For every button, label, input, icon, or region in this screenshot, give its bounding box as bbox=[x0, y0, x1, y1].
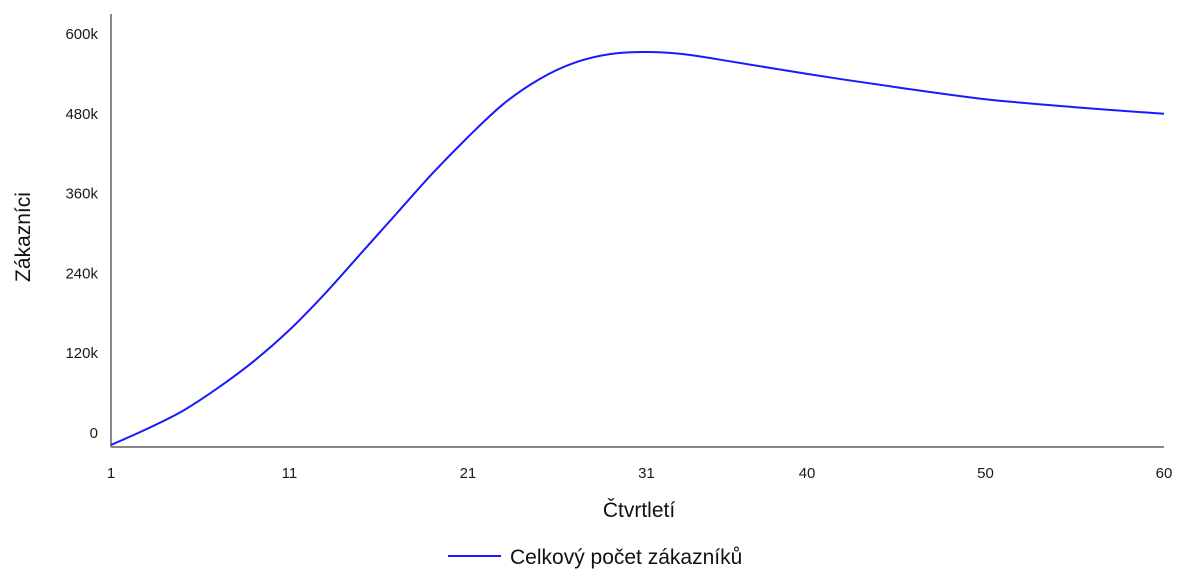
y-tick-label: 480k bbox=[65, 106, 98, 123]
x-tick-label: 60 bbox=[1156, 465, 1173, 482]
x-tick-label: 1 bbox=[107, 465, 115, 482]
x-axis-title: Čtvrtletí bbox=[603, 499, 676, 522]
legend-label: Celkový počet zákazníků bbox=[510, 546, 742, 569]
x-tick-label: 40 bbox=[799, 465, 816, 482]
y-tick-label: 120k bbox=[65, 345, 98, 362]
y-tick-label: 360k bbox=[65, 186, 98, 203]
y-tick-label: 600k bbox=[65, 26, 98, 43]
x-tick-label: 11 bbox=[282, 465, 298, 482]
y-axis-ticks: 0 120k 240k 360k 480k 600k bbox=[65, 26, 98, 442]
series-line-total-customers bbox=[110, 50, 1165, 446]
x-tick-label: 31 bbox=[638, 465, 655, 482]
y-axis-title: Zákazníci bbox=[12, 192, 35, 282]
x-axis-ticks: 1 11 21 31 40 50 60 bbox=[107, 465, 1173, 482]
legend: Celkový počet zákazníků bbox=[448, 546, 742, 569]
y-tick-label: 0 bbox=[90, 425, 98, 442]
y-tick-label: 240k bbox=[65, 265, 98, 282]
x-tick-label: 50 bbox=[977, 465, 994, 482]
x-tick-label: 21 bbox=[460, 465, 477, 482]
